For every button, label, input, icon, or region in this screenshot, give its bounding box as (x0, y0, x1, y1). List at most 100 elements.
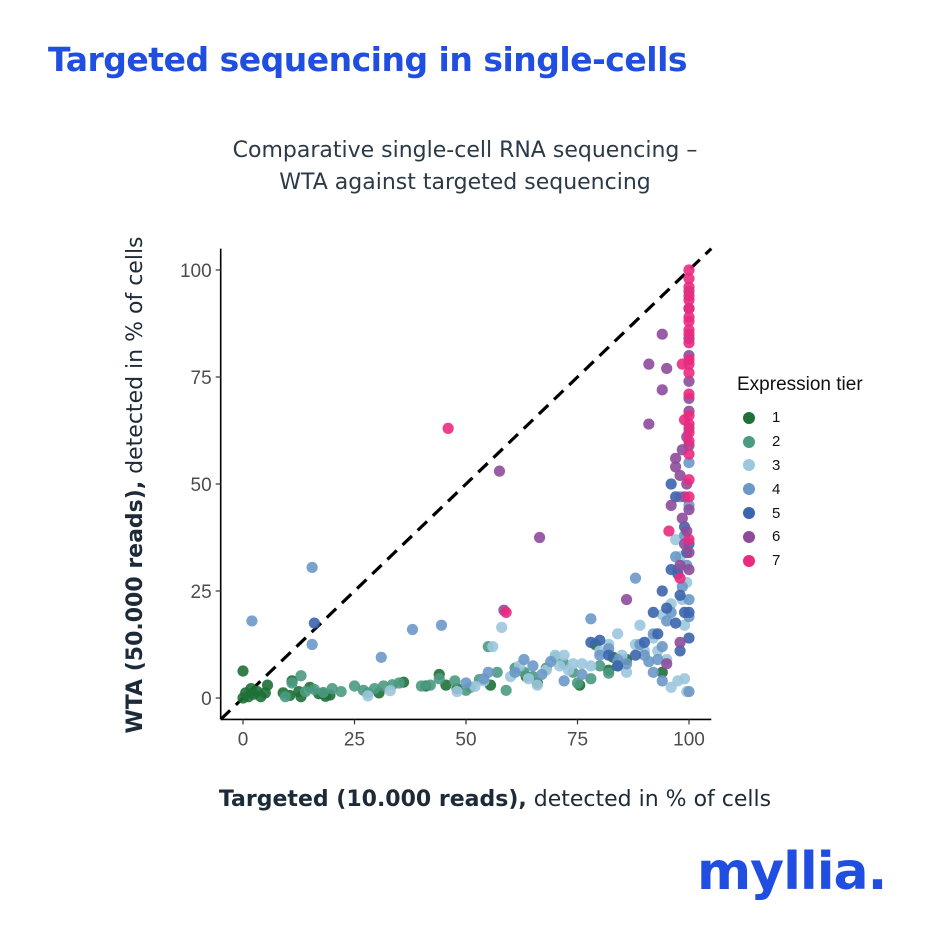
data-point-tier-2 (295, 670, 307, 682)
data-point-tier-4 (683, 457, 695, 469)
data-point-tier-4 (629, 572, 642, 584)
data-point-tier-7 (683, 294, 695, 306)
data-point-tier-2 (308, 683, 320, 696)
data-point-tier-7 (683, 534, 695, 546)
y-tick-label: 50 (191, 475, 212, 496)
data-point-tier-6 (670, 461, 682, 473)
data-point-tier-5 (670, 617, 682, 629)
data-point-tier-4 (536, 668, 548, 681)
data-point-tier-7 (674, 572, 686, 584)
data-point-tier-5 (638, 636, 651, 648)
data-point-tier-5 (683, 632, 695, 644)
legend-items: 1 2 3 4 5 6 7 (737, 406, 867, 573)
data-point-tier-4 (576, 668, 588, 681)
identity-reference-line (219, 247, 713, 721)
legend-dot-icon (743, 483, 755, 496)
data-point-tier-2 (500, 684, 512, 696)
data-point-tier-6 (493, 465, 506, 477)
data-point-tier-7 (683, 448, 695, 460)
data-point-tier-2 (393, 677, 405, 689)
data-point-tier-6 (674, 559, 686, 571)
myllia-logo: myllia. (697, 842, 887, 902)
y-tick-label: 0 (201, 689, 212, 710)
x-tick-label: 0 (238, 729, 249, 750)
data-point-tier-7 (683, 272, 695, 285)
legend-label: 4 (772, 480, 781, 498)
data-point-tier-4 (406, 623, 419, 636)
data-point-tier-6 (643, 358, 655, 370)
data-point-tier-5 (652, 628, 664, 640)
data-point-tier-1 (237, 665, 249, 677)
data-point-tier-4 (545, 656, 557, 668)
data-point-tier-7 (683, 328, 695, 340)
data-point-tier-4 (558, 675, 570, 687)
data-point-tier-3 (634, 619, 646, 631)
data-point-tier-6 (620, 593, 633, 606)
data-point-tier-4 (246, 615, 258, 627)
data-point-tier-4 (683, 685, 695, 698)
data-point-tier-7 (683, 358, 695, 370)
legend-item-tier-3: 3 (737, 454, 867, 478)
data-point-tier-4 (306, 638, 318, 651)
data-point-tier-6 (683, 546, 695, 559)
data-point-tier-6 (656, 384, 668, 396)
data-point-tier-6 (656, 328, 668, 340)
data-point-tier-5 (585, 636, 597, 648)
data-point-tier-2 (368, 682, 381, 695)
x-axis-label-bold: Targeted (10.000 reads), (218, 787, 527, 812)
x-axis-label: Targeted (10.000 reads), detected in % o… (0, 787, 945, 812)
data-point-tier-5 (594, 634, 606, 646)
x-tick-label: 100 (673, 729, 705, 750)
legend-dot-icon (743, 459, 755, 472)
data-point-tier-3 (665, 681, 677, 693)
data-point-tier-4 (375, 651, 387, 663)
data-point-tier-7 (500, 606, 512, 619)
data-point-tier-7 (683, 367, 695, 379)
data-point-tier-2 (603, 667, 615, 679)
data-point-tier-4 (656, 641, 668, 653)
data-point-tier-5 (683, 606, 695, 619)
data-point-tier-4 (676, 581, 688, 593)
data-point-tier-6 (683, 375, 695, 387)
y-axis-label-rest: detected in % of cells (123, 236, 148, 481)
data-point-tier-5 (603, 649, 615, 661)
data-point-tier-1 (261, 679, 274, 691)
data-point-tier-4 (482, 666, 494, 678)
data-point-tier-4 (518, 653, 530, 666)
data-point-tier-2 (286, 677, 298, 689)
y-tick-label: 25 (191, 582, 212, 603)
y-tick-label: 75 (191, 368, 212, 389)
data-point-tier-4 (652, 653, 664, 666)
x-tick-label: 50 (455, 729, 476, 750)
data-point-tier-2 (317, 686, 329, 699)
data-point-tier-6 (674, 469, 686, 482)
data-point-tier-2 (449, 675, 461, 687)
data-point-tier-3 (558, 649, 570, 661)
data-point-tier-5 (674, 589, 686, 601)
data-point-tier-2 (594, 660, 606, 672)
data-point-tier-2 (433, 673, 445, 685)
data-point-tier-6 (670, 452, 682, 464)
data-point-tier-4 (647, 666, 659, 678)
data-point-tier-3 (554, 660, 566, 672)
chart-subtitle: WTA against targeted sequencing (279, 170, 651, 195)
legend-dot-icon (743, 507, 755, 520)
data-point-tier-7 (442, 422, 454, 434)
data-point-tier-7 (683, 302, 695, 315)
data-point-tier-3 (576, 658, 588, 670)
legend-item-tier-7: 7 (737, 549, 867, 573)
data-point-tier-4 (661, 615, 673, 627)
legend-dot-icon (743, 435, 755, 448)
data-point-tier-5 (656, 585, 668, 597)
data-point-tier-2 (415, 680, 427, 692)
data-point-tier-6 (676, 512, 688, 524)
legend-item-tier-4: 4 (737, 477, 867, 501)
data-point-tier-4 (585, 613, 597, 625)
data-point-tier-3 (522, 673, 535, 685)
data-point-tier-6 (533, 531, 546, 544)
legend-item-tier-1: 1 (737, 406, 867, 430)
data-point-tier-2 (348, 680, 361, 692)
axes: 0 25 50 75 100 0 25 50 75 100 (180, 247, 713, 750)
data-point-tier-5 (674, 645, 686, 657)
data-point-tier-5 (629, 649, 642, 661)
